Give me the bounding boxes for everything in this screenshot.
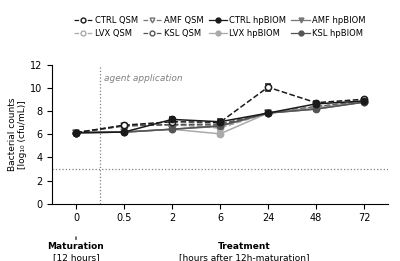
Text: [hours after 12h-maturation]: [hours after 12h-maturation] (179, 253, 309, 261)
Text: agent application: agent application (104, 74, 182, 84)
Text: Maturation: Maturation (48, 242, 104, 251)
Legend: CTRL QSM, LVX QSM, AMF QSM, KSL QSM, CTRL hpBIOM, LVX hpBIOM, AMF hpBIOM, KSL hp: CTRL QSM, LVX QSM, AMF QSM, KSL QSM, CTR… (72, 14, 368, 40)
Y-axis label: Bacterial counts
[log₁₀ (cfu/mL)]: Bacterial counts [log₁₀ (cfu/mL)] (8, 98, 27, 171)
Text: [12 hours]: [12 hours] (53, 253, 99, 261)
Text: Treatment: Treatment (218, 242, 270, 251)
